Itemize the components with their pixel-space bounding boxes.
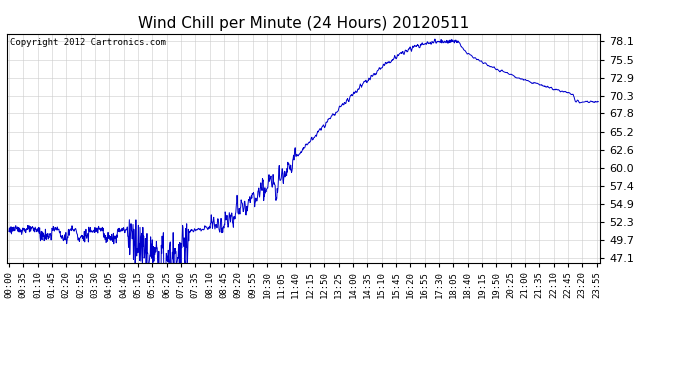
Title: Wind Chill per Minute (24 Hours) 20120511: Wind Chill per Minute (24 Hours) 2012051… [138,16,469,31]
Text: Copyright 2012 Cartronics.com: Copyright 2012 Cartronics.com [10,38,166,47]
